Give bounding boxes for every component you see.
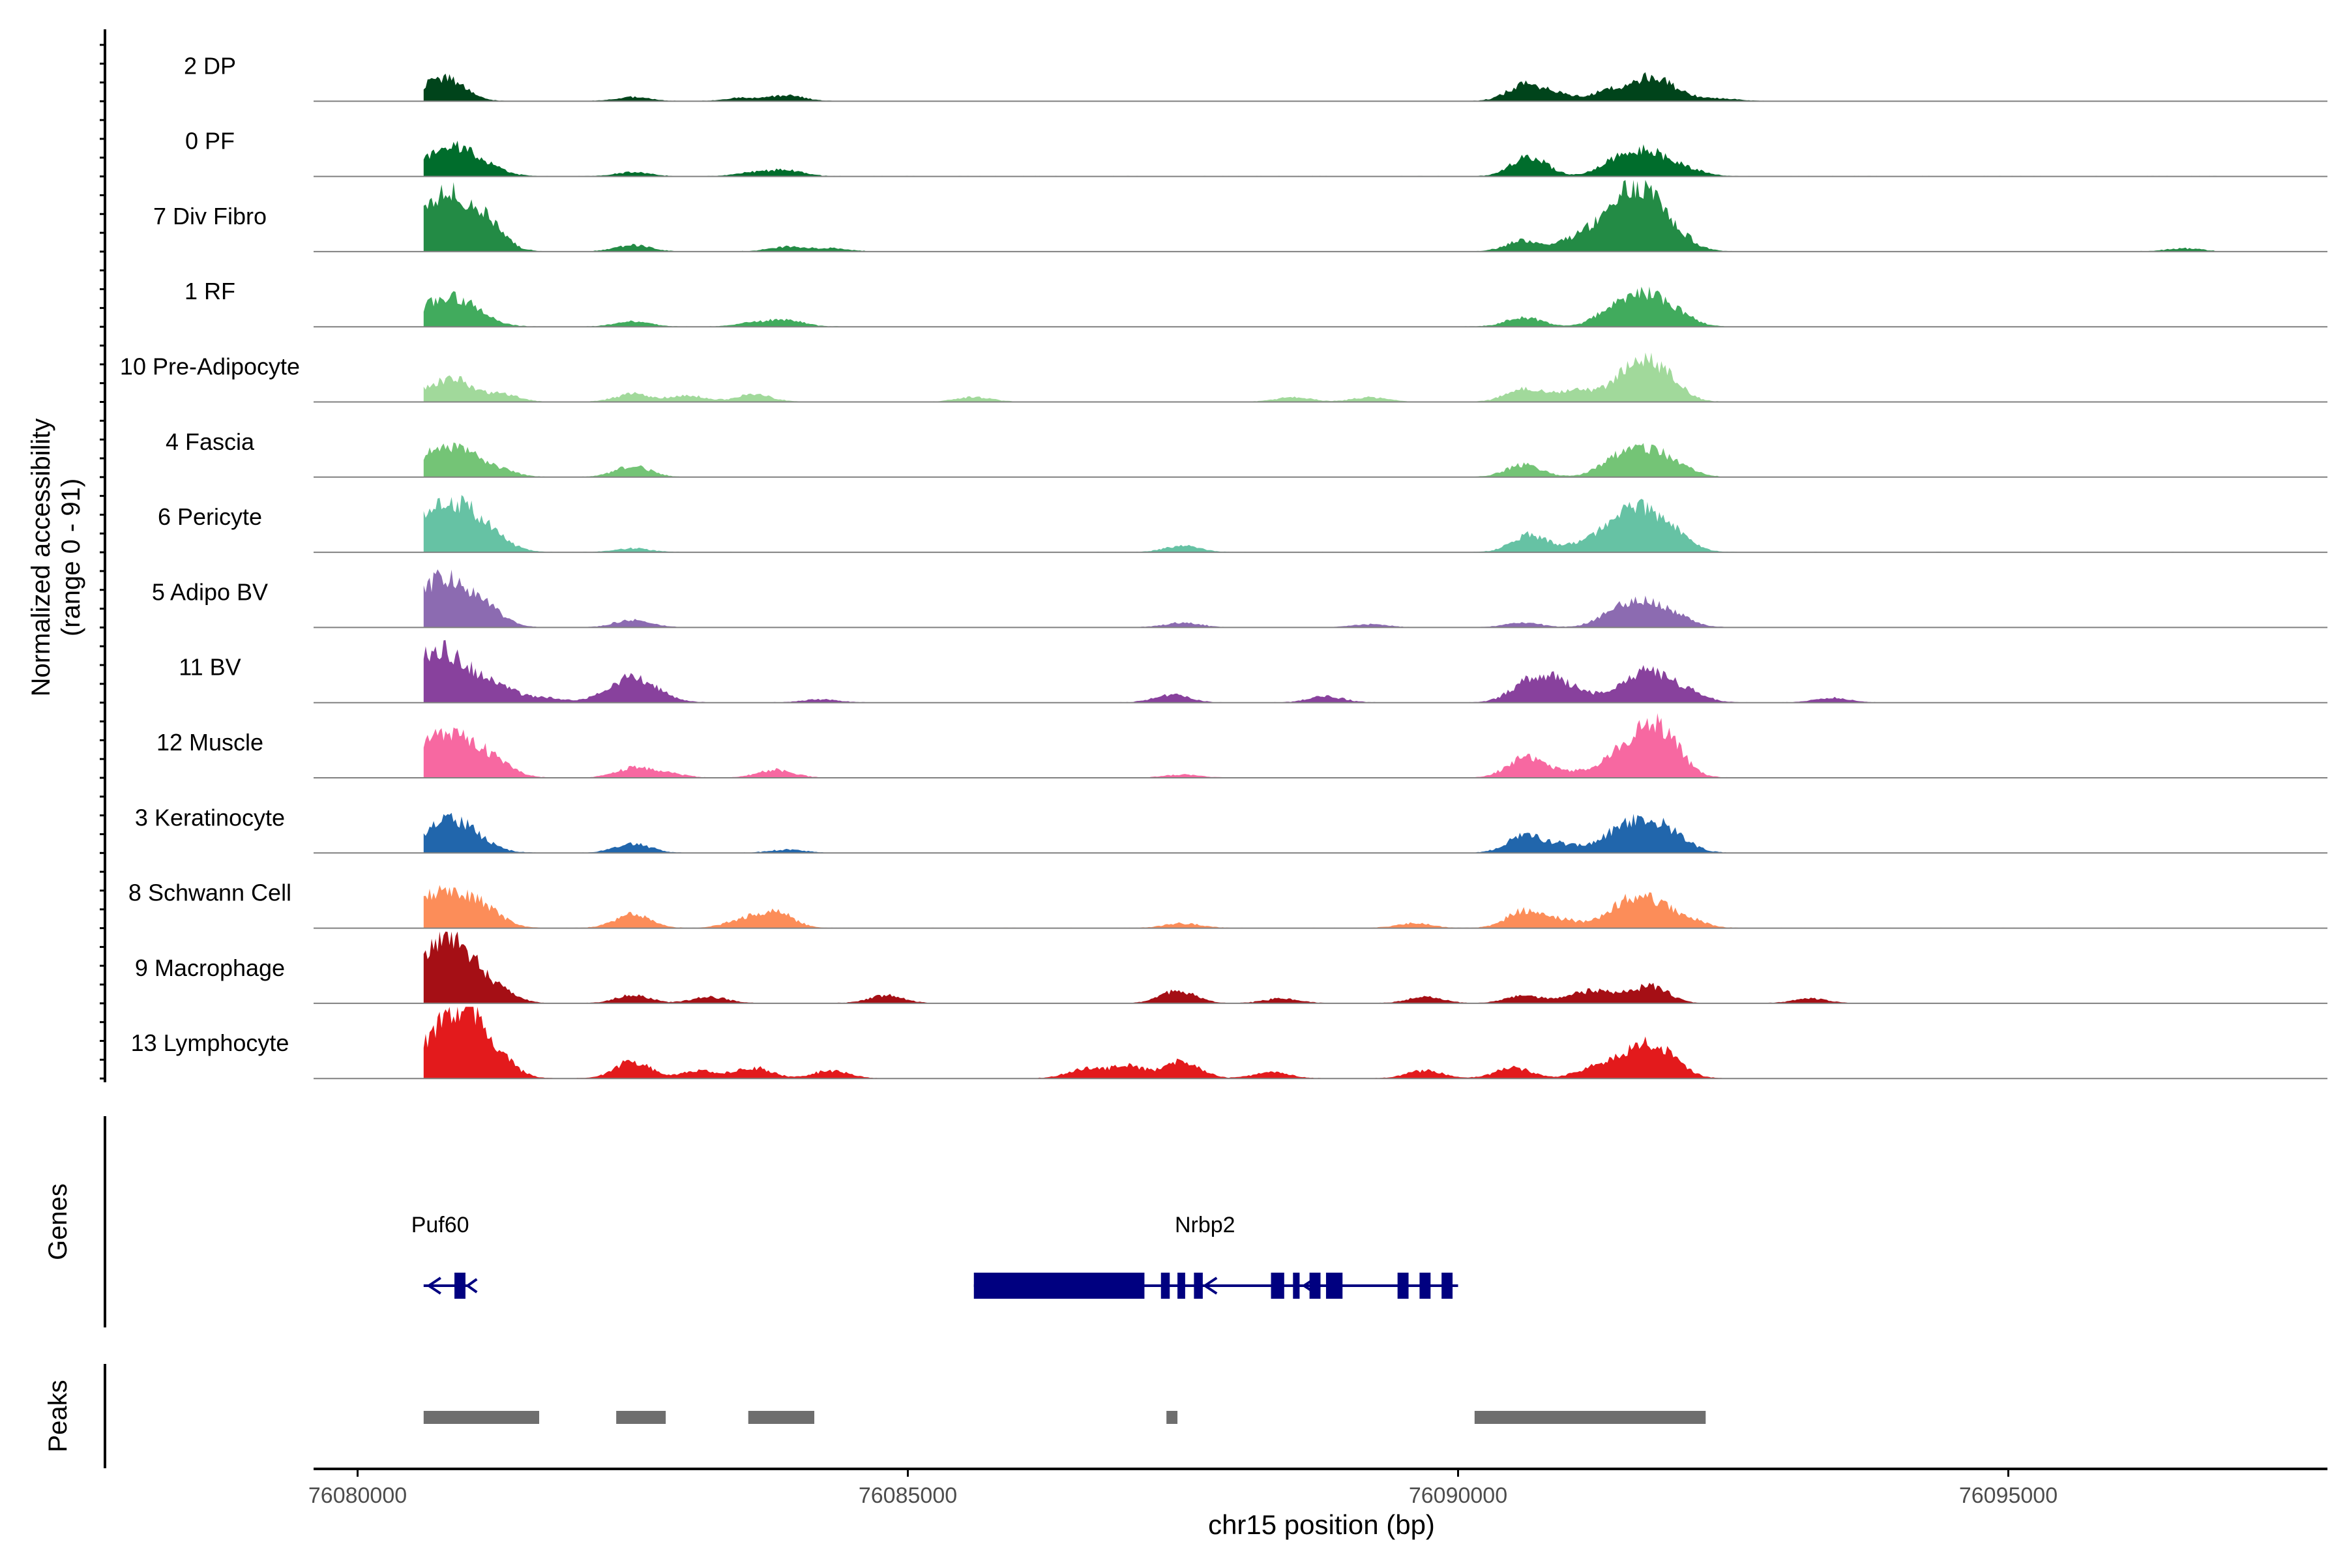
gene-exon <box>1325 1273 1343 1299</box>
gene-exon <box>1419 1273 1431 1299</box>
gene-exon <box>1194 1273 1203 1299</box>
x-axis-label: chr15 position (bp) <box>1208 1509 1435 1540</box>
gene-exon <box>1271 1273 1284 1299</box>
track-signal-area <box>423 1007 2218 1079</box>
x-tick-label: 76090000 <box>1409 1483 1507 1508</box>
gene-exon <box>1293 1273 1300 1299</box>
genes-panel-label: Genes <box>44 1183 72 1260</box>
gene-label: Nrbp2 <box>1175 1213 1235 1237</box>
track-label: 7 Div Fibro <box>153 203 267 229</box>
peaks-panel: Peaks <box>44 1364 1706 1468</box>
track-5: 4 Fascia <box>166 428 2327 478</box>
track-signal-area <box>423 442 2218 477</box>
track-label: 0 PF <box>185 128 235 155</box>
gene-exon <box>1397 1273 1409 1299</box>
track-9: 12 Muscle <box>156 713 2327 778</box>
gene-exon <box>1441 1273 1453 1299</box>
track-signal-area <box>423 352 2218 402</box>
track-signal-area <box>423 569 2218 628</box>
track-6: 6 Pericyte <box>158 495 2327 554</box>
track-signal-area <box>423 713 2218 778</box>
track-label: 4 Fascia <box>166 428 255 455</box>
track-10: 3 Keratinocyte <box>135 804 2327 854</box>
gene-label: Puf60 <box>411 1213 469 1237</box>
x-axis: chr15 position (bp) 76080000 76085000 7609… <box>308 1468 2327 1540</box>
track-13: 13 Lymphocyte <box>131 1007 2327 1080</box>
gene-puf60: Puf60 <box>411 1213 478 1299</box>
x-tick-label: 76085000 <box>859 1483 957 1508</box>
track-3: 1 RF <box>185 278 2327 328</box>
track-label: 1 RF <box>185 278 235 304</box>
peak-region <box>1474 1411 1706 1424</box>
x-tick-label: 76080000 <box>308 1483 407 1508</box>
track-11: 8 Schwann Cell <box>128 880 2327 929</box>
tracks-layer: 2 DP 0 PF 7 Div Fibro 1 RF 10 Pre-Adipocyte 4… <box>120 52 2327 1080</box>
peak-region <box>1166 1411 1178 1424</box>
y-axis-label-line1: Normalized accessibility <box>27 419 55 697</box>
track-label: 5 Adipo BV <box>152 578 268 605</box>
gene-nrbp2: Nrbp2 <box>973 1213 1458 1299</box>
gene-exon <box>973 1273 1145 1299</box>
track-signal-area <box>423 812 2218 853</box>
track-signal-area <box>423 179 2218 252</box>
track-label: 8 Schwann Cell <box>128 880 291 906</box>
track-1: 0 PF <box>185 128 2327 177</box>
peak-region <box>423 1411 540 1424</box>
strand-arrow <box>465 1278 478 1294</box>
track-signal-area <box>423 640 2218 703</box>
peak-region <box>616 1411 666 1424</box>
x-tick-label: 76095000 <box>1959 1483 2058 1508</box>
track-label: 12 Muscle <box>156 729 263 756</box>
track-label: 3 Keratinocyte <box>135 804 285 831</box>
strand-arrow <box>1202 1277 1218 1295</box>
peaks-panel-label: Peaks <box>44 1380 72 1452</box>
track-label: 2 DP <box>184 52 236 79</box>
y-axis: Normalized accessibility (range 0 - 91) <box>27 29 106 1082</box>
track-4: 10 Pre-Adipocyte <box>120 352 2327 403</box>
gene-exon <box>454 1273 465 1299</box>
gene-exon <box>1177 1273 1185 1299</box>
track-signal-area <box>423 140 2218 177</box>
gene-exon <box>1309 1273 1321 1299</box>
track-signal-area <box>423 286 2218 327</box>
track-label: 13 Lymphocyte <box>131 1029 289 1056</box>
gene-exon <box>1160 1273 1170 1299</box>
track-2: 7 Div Fibro <box>153 179 2327 252</box>
track-8: 11 BV <box>179 640 2327 703</box>
track-signal-area <box>423 72 2218 102</box>
track-0: 2 DP <box>184 52 2327 102</box>
genes-panel: Genes Puf60 Nrbp2 <box>44 1116 1458 1327</box>
track-label: 9 Macrophage <box>135 954 285 981</box>
strand-arrow <box>1301 1277 1317 1295</box>
peak-region <box>748 1411 815 1424</box>
track-signal-area <box>423 495 2218 553</box>
track-12: 9 Macrophage <box>135 931 2327 1004</box>
y-axis-ticks <box>100 44 105 1080</box>
track-7: 5 Adipo BV <box>152 569 2327 629</box>
track-label: 11 BV <box>179 654 241 681</box>
strand-arrow <box>426 1277 441 1295</box>
track-label: 10 Pre-Adipocyte <box>120 353 300 380</box>
track-label: 6 Pericyte <box>158 503 262 530</box>
y-axis-label-line2: (range 0 - 91) <box>57 479 85 636</box>
track-signal-area <box>423 885 2218 928</box>
track-signal-area <box>423 931 2218 1003</box>
